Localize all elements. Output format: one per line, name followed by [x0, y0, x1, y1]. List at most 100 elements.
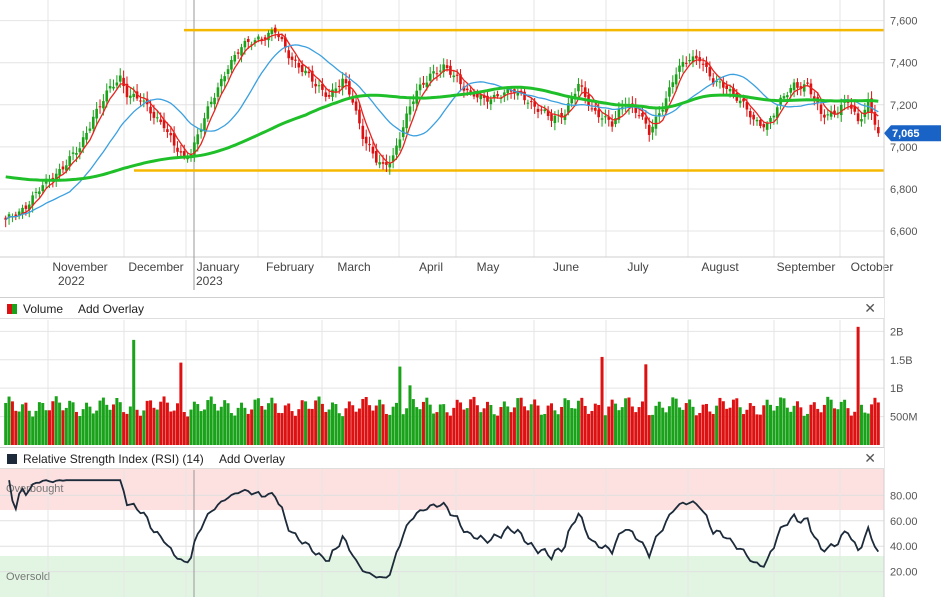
candle-body — [139, 100, 142, 102]
candle-body — [270, 30, 274, 35]
x-tick-label: January — [197, 260, 240, 274]
volume-bar — [651, 414, 655, 445]
candle-body — [755, 119, 759, 122]
candle-body — [395, 145, 398, 155]
candle-body — [182, 151, 186, 157]
volume-bar — [647, 415, 651, 445]
candle-body — [765, 123, 769, 130]
rsi-series — [8, 479, 880, 579]
volume-bar — [58, 402, 62, 445]
volume-bar — [202, 409, 206, 445]
candle-body — [590, 108, 594, 110]
candle-body — [425, 82, 429, 88]
candle-body — [823, 114, 826, 118]
volume-bar — [165, 402, 169, 445]
volume-bar — [273, 403, 277, 445]
volume-bar — [71, 402, 75, 445]
candle-body — [273, 27, 277, 33]
candle-body — [54, 173, 58, 180]
volume-bar — [553, 410, 557, 445]
volume-bar — [701, 404, 705, 445]
volume-bar — [341, 416, 345, 445]
volume-bar — [694, 415, 698, 445]
candle-body — [718, 81, 722, 83]
volume-bar — [674, 398, 678, 445]
volume-bar — [469, 399, 473, 445]
volume-bar — [607, 406, 611, 445]
x-tick-label: February — [266, 260, 314, 274]
volume-bar — [135, 409, 139, 445]
volume-bar — [667, 406, 671, 445]
volume-bar — [152, 407, 156, 445]
volume-bar — [378, 399, 382, 445]
volume-bar — [802, 415, 806, 445]
volume-bar — [280, 413, 284, 445]
candle-body — [644, 117, 648, 124]
price-tick-label: 6,800 — [890, 184, 918, 196]
volume-bar — [263, 409, 267, 445]
volume-bar — [644, 364, 648, 445]
candle-body — [61, 166, 65, 170]
volume-bar — [779, 397, 783, 445]
candle-body — [452, 75, 456, 78]
volume-bar — [640, 401, 644, 445]
volume-bar — [307, 408, 311, 445]
volume-bar — [317, 396, 321, 445]
candle-body — [853, 106, 857, 112]
volume-bar — [630, 406, 634, 445]
volume-bar — [634, 412, 638, 445]
rsi-add-overlay-button[interactable]: Add Overlay — [219, 452, 286, 466]
volume-bar — [519, 397, 523, 445]
close-icon[interactable]: ✕ — [864, 450, 876, 466]
candle-body — [398, 139, 402, 148]
candle-body — [752, 114, 755, 120]
candle-body — [337, 85, 341, 87]
candle-body — [748, 110, 752, 118]
volume-bar — [14, 410, 18, 445]
candle-body — [799, 86, 803, 90]
candle-body — [492, 94, 496, 99]
candle-body — [553, 115, 557, 124]
candle-body — [725, 85, 728, 89]
candle-body — [209, 101, 213, 105]
volume-bar — [256, 398, 260, 445]
candle-body — [604, 116, 607, 118]
candle-body — [88, 128, 92, 131]
candle-body — [529, 101, 533, 103]
candle-body — [654, 116, 658, 129]
volume-bar — [853, 411, 857, 445]
candle-body — [742, 98, 745, 102]
volume-bar — [523, 406, 527, 445]
candle-body — [641, 112, 644, 117]
volume-bar — [287, 403, 291, 445]
candle-body — [246, 38, 250, 42]
volume-bar — [795, 401, 799, 445]
candle-body — [708, 67, 712, 77]
candle-body — [772, 115, 776, 118]
volume-bar — [671, 397, 675, 445]
volume-bar — [213, 403, 217, 445]
candle-body — [705, 62, 708, 67]
volume-bar — [566, 400, 570, 445]
candle-body — [156, 117, 159, 119]
volume-bar — [428, 404, 432, 445]
candle-body — [637, 115, 641, 117]
volume-bar — [698, 412, 702, 445]
volume-bar — [435, 412, 439, 445]
volume-bar — [769, 404, 772, 445]
volume-bar — [192, 401, 196, 445]
volume-bar — [219, 406, 223, 445]
candle-body — [7, 214, 11, 218]
volume-bar — [209, 396, 213, 445]
close-icon[interactable]: ✕ — [864, 300, 876, 316]
candle-body — [98, 106, 102, 108]
candle-body — [792, 82, 796, 91]
x-tick-label: December — [128, 260, 183, 274]
volume-bar — [506, 406, 510, 445]
volume-bar — [762, 405, 766, 445]
volume-add-overlay-button[interactable]: Add Overlay — [78, 302, 145, 316]
candle-body — [17, 211, 21, 217]
rsi-tick-label: 40.00 — [890, 541, 918, 553]
volume-axis: 2B 1.5B 1B 500M — [890, 326, 918, 423]
candle-body — [701, 63, 705, 65]
